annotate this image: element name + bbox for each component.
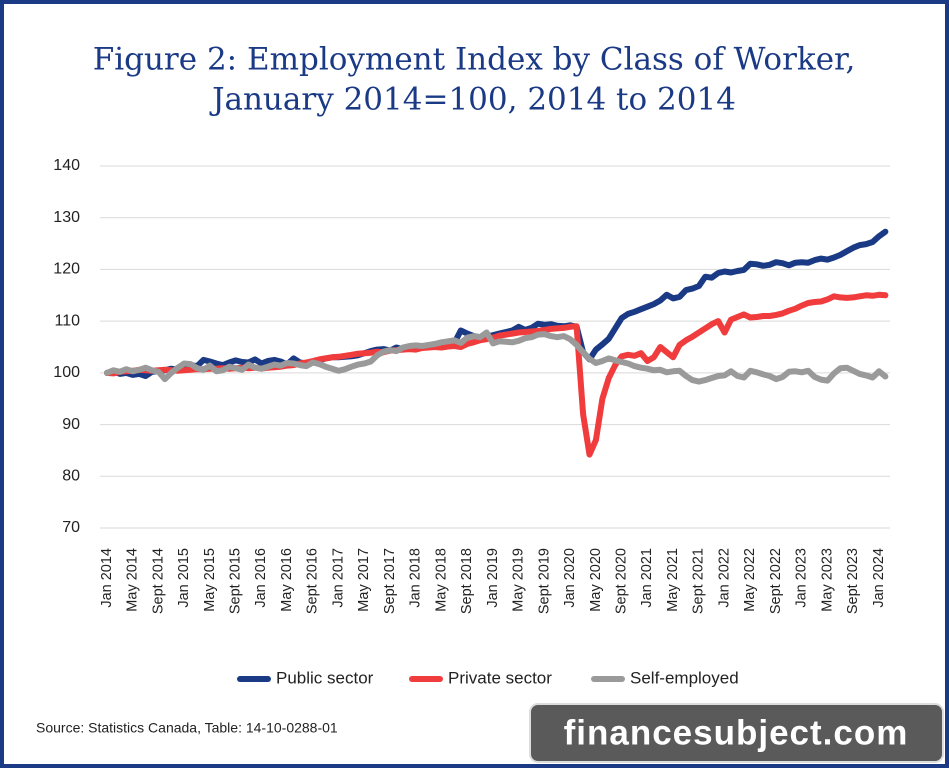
x-tick-label: Sept 2014 [150, 548, 166, 614]
x-tick-label: May 2014 [125, 548, 141, 612]
x-tick-label: May 2021 [665, 548, 681, 612]
y-tick-label: 90 [62, 416, 80, 433]
x-tick-label: Jan 2015 [176, 548, 192, 608]
x-tick-label: May 2022 [742, 548, 758, 612]
x-tick-label: Jan 2023 [794, 548, 810, 608]
y-tick-label: 120 [53, 261, 80, 278]
legend-label: Public sector [276, 668, 374, 687]
x-tick-label: May 2016 [279, 548, 295, 612]
source-note: Source: Statistics Canada, Table: 14-10-… [36, 720, 338, 736]
x-tick-label: Sept 2022 [768, 548, 784, 614]
series-line [104, 228, 889, 379]
x-tick-label: Jan 2018 [408, 548, 424, 608]
x-tick-label: Sept 2020 [613, 548, 629, 614]
chart-title: January 2014=100, 2014 to 2014 [209, 82, 736, 118]
x-tick-label: May 2020 [588, 548, 604, 612]
x-tick-label: Jan 2020 [562, 548, 578, 608]
x-tick-label: Jan 2021 [639, 548, 655, 608]
x-tick-label: Sept 2018 [459, 548, 475, 614]
watermark: financesubject.com [564, 713, 909, 752]
y-tick-label: 130 [53, 209, 80, 226]
legend-label: Private sector [448, 668, 552, 687]
x-tick-label: May 2017 [356, 548, 372, 612]
watermark-box [529, 703, 944, 763]
x-tick-label: Sept 2023 [845, 548, 861, 614]
x-tick-label: May 2019 [511, 548, 527, 612]
x-tick-label: May 2023 [819, 548, 835, 612]
x-tick-label: Jan 2022 [716, 548, 732, 608]
y-tick-label: 100 [53, 364, 80, 381]
x-tick-label: Jan 2014 [99, 548, 115, 608]
x-tick-label: Jan 2024 [871, 548, 887, 608]
x-tick-label: May 2018 [433, 548, 449, 612]
chart-title: Figure 2: Employment Index by Class of W… [93, 42, 856, 78]
series-line [104, 329, 889, 385]
y-tick-label: 70 [62, 519, 80, 536]
x-tick-label: Sept 2017 [382, 548, 398, 614]
x-tick-label: Jan 2016 [253, 548, 269, 608]
x-tick-label: May 2015 [202, 548, 218, 612]
x-tick-label: Sept 2015 [227, 548, 243, 614]
x-tick-label: Sept 2016 [305, 548, 321, 614]
x-tick-label: Sept 2019 [536, 548, 552, 614]
y-tick-label: 80 [62, 468, 80, 485]
y-tick-label: 110 [54, 312, 80, 329]
x-tick-label: Jan 2019 [485, 548, 501, 608]
x-tick-label: Jan 2017 [330, 548, 346, 608]
legend-label: Self-employed [630, 668, 739, 687]
y-tick-label: 140 [53, 157, 80, 174]
x-tick-label: Sept 2021 [691, 548, 707, 614]
